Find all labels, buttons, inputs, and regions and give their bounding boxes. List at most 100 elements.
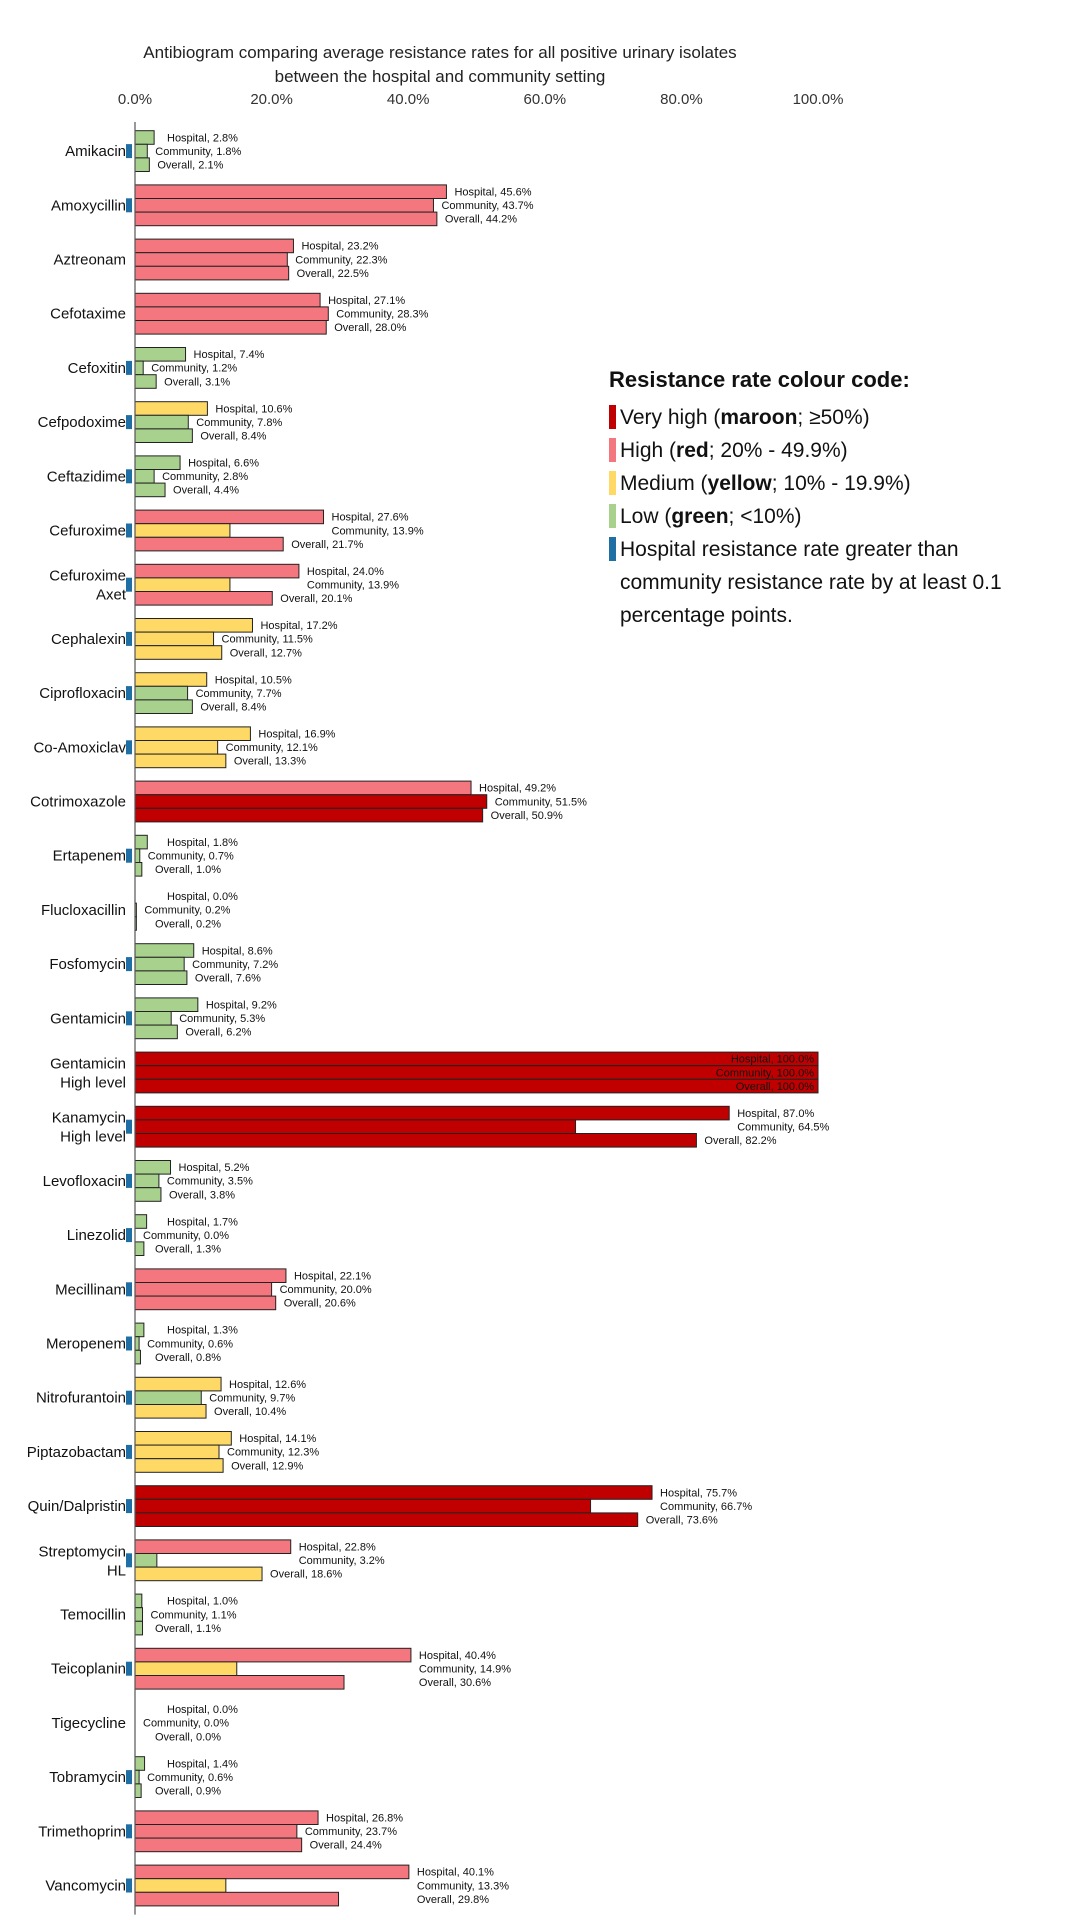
bar-community (134, 956, 185, 972)
bar-overall (134, 645, 223, 660)
category-label: Piptazobactam (27, 1444, 126, 1461)
hospital-marker (126, 144, 132, 159)
data-label: Overall, 0.8% (155, 1352, 221, 1364)
data-label: Hospital, 16.9% (258, 729, 335, 741)
bar-community (134, 1119, 577, 1135)
data-label: Overall, 1.0% (155, 864, 221, 876)
data-label: Hospital, 100.0% (731, 1054, 814, 1066)
bar-community (134, 1390, 202, 1406)
hospital-marker (126, 1444, 132, 1459)
hospital-marker (126, 686, 132, 701)
data-label: Hospital, 0.0% (167, 891, 238, 903)
bar-overall (134, 1675, 345, 1690)
data-label: Hospital, 1.8% (167, 837, 238, 849)
bar-community (134, 1444, 220, 1460)
data-label: Overall, 8.4% (200, 702, 266, 714)
data-label: Hospital, 1.7% (167, 1216, 238, 1228)
bar-community (134, 794, 488, 809)
bar-overall (134, 1404, 207, 1419)
legend-swatch-marker (609, 537, 616, 561)
category-group: Cefoxitin Hospital, 7.4% Community, 1.2%Ov… (68, 347, 265, 389)
category-label: Cefoxitin (68, 360, 126, 377)
category-group: Amikacin Hospital, 2.8% Community, 1.8% Ove… (65, 130, 242, 172)
category-label: Streptomycin HL (38, 1543, 126, 1579)
data-label: Overall, 44.2% (445, 214, 517, 226)
data-label: Community, 1.2% (151, 363, 237, 375)
hospital-marker (126, 740, 132, 755)
bar-community (134, 685, 189, 701)
data-label: Hospital, 27.6% (332, 512, 409, 524)
bar-community (134, 1661, 238, 1677)
category-group: Teicoplanin Hospital, 40.4% Community, 14.… (51, 1647, 511, 1690)
bar-hospital (134, 1864, 410, 1880)
data-label: Overall, 20.6% (284, 1298, 356, 1310)
data-label: Community, 14.9% (419, 1664, 511, 1676)
data-label: Hospital, 10.5% (215, 674, 292, 686)
category-group: Cephalexin Hospital, 17.2% Community, 11.5… (51, 618, 338, 660)
data-label: Hospital, 10.6% (215, 403, 292, 415)
bar-hospital (134, 184, 447, 199)
data-label: Community, 7.7% (196, 688, 282, 700)
category-label: Teicoplanin (51, 1661, 126, 1678)
category-group: Trimethoprim Hospital, 26.8%Community, 23… (38, 1810, 403, 1853)
legend-item: Low (green; <10%) (609, 500, 1049, 533)
bar-overall (134, 1187, 162, 1202)
data-label: Overall, 0.0% (155, 1731, 221, 1743)
hospital-marker (126, 1824, 132, 1839)
data-label: Overall, 1.3% (155, 1244, 221, 1256)
bar-hospital (134, 1268, 287, 1284)
data-label: Community, 64.5% (737, 1122, 829, 1134)
bar-overall (134, 862, 143, 877)
data-label: Community, 20.0% (280, 1284, 372, 1296)
bar-overall (134, 1078, 819, 1094)
category-group: Quin/Dalpristin Hospital, 75.7% Community,… (28, 1485, 752, 1528)
category-group: Tigecycline Hospital, 0.0% Community, 0.0%… (52, 1704, 239, 1743)
x-tick-label: 0.0% (118, 91, 152, 108)
bar-hospital (134, 1214, 148, 1229)
data-label: Community, 0.2% (144, 905, 230, 917)
legend-items: Very high (maroon; ≥50%) High (red; 20% -… (609, 401, 1049, 533)
hospital-marker (126, 1661, 132, 1676)
hospital-marker (126, 1390, 132, 1405)
bar-hospital (134, 1593, 143, 1609)
data-label: Overall, 29.8% (417, 1894, 489, 1906)
hospital-marker (126, 523, 132, 538)
data-label: Hospital, 23.2% (301, 241, 378, 253)
data-label: Community, 1.1% (151, 1609, 237, 1621)
bar-hospital (134, 1485, 653, 1500)
bar-hospital (134, 455, 181, 470)
data-label: Hospital, 2.8% (167, 132, 238, 144)
chart-title-line-1: Antibiogram comparing average resistance… (143, 43, 736, 62)
legend-swatch (609, 504, 616, 528)
data-label: Overall, 28.0% (334, 322, 406, 334)
legend-item-text: High (red; 20% - 49.9%) (620, 439, 848, 462)
data-label: Hospital, 9.2% (206, 1000, 277, 1012)
hospital-marker (126, 1553, 132, 1568)
category-group: Tobramycin Hospital, 1.4% Community, 0.6% O… (49, 1756, 238, 1799)
category-group: Gentamicin High level Hospital, 100.0%Comm… (50, 1051, 819, 1094)
category-label: Quin/Dalpristin (28, 1498, 126, 1515)
data-label: Hospital, 49.2% (479, 783, 556, 795)
hospital-marker (126, 1282, 132, 1297)
bar-overall (134, 482, 166, 498)
hospital-marker (126, 1173, 132, 1188)
legend-item-text: Very high (maroon; ≥50%) (620, 406, 870, 429)
category-group: Cefuroxime Axet Hospital, 24.0% Community, … (49, 563, 399, 606)
data-label: Overall, 13.3% (234, 756, 306, 768)
bar-overall (134, 265, 290, 281)
bar-community (134, 1336, 140, 1351)
bar-hospital (134, 1539, 292, 1555)
category-group: Gentamicin Hospital, 9.2%Community, 5.3% O… (50, 997, 277, 1040)
hospital-marker (126, 1878, 132, 1893)
data-label: Hospital, 40.4% (419, 1650, 496, 1662)
category-label: Co-Amoxiclav (33, 739, 126, 756)
data-label: Community, 0.7% (148, 851, 234, 863)
bar-community (134, 631, 215, 647)
data-label: Community, 13.9% (332, 525, 424, 537)
bar-overall (134, 1458, 224, 1473)
bar-community (134, 1282, 273, 1297)
data-label: Hospital, 24.0% (307, 566, 384, 578)
data-label: Hospital, 17.2% (260, 620, 337, 632)
data-label: Community, 12.3% (227, 1447, 319, 1459)
